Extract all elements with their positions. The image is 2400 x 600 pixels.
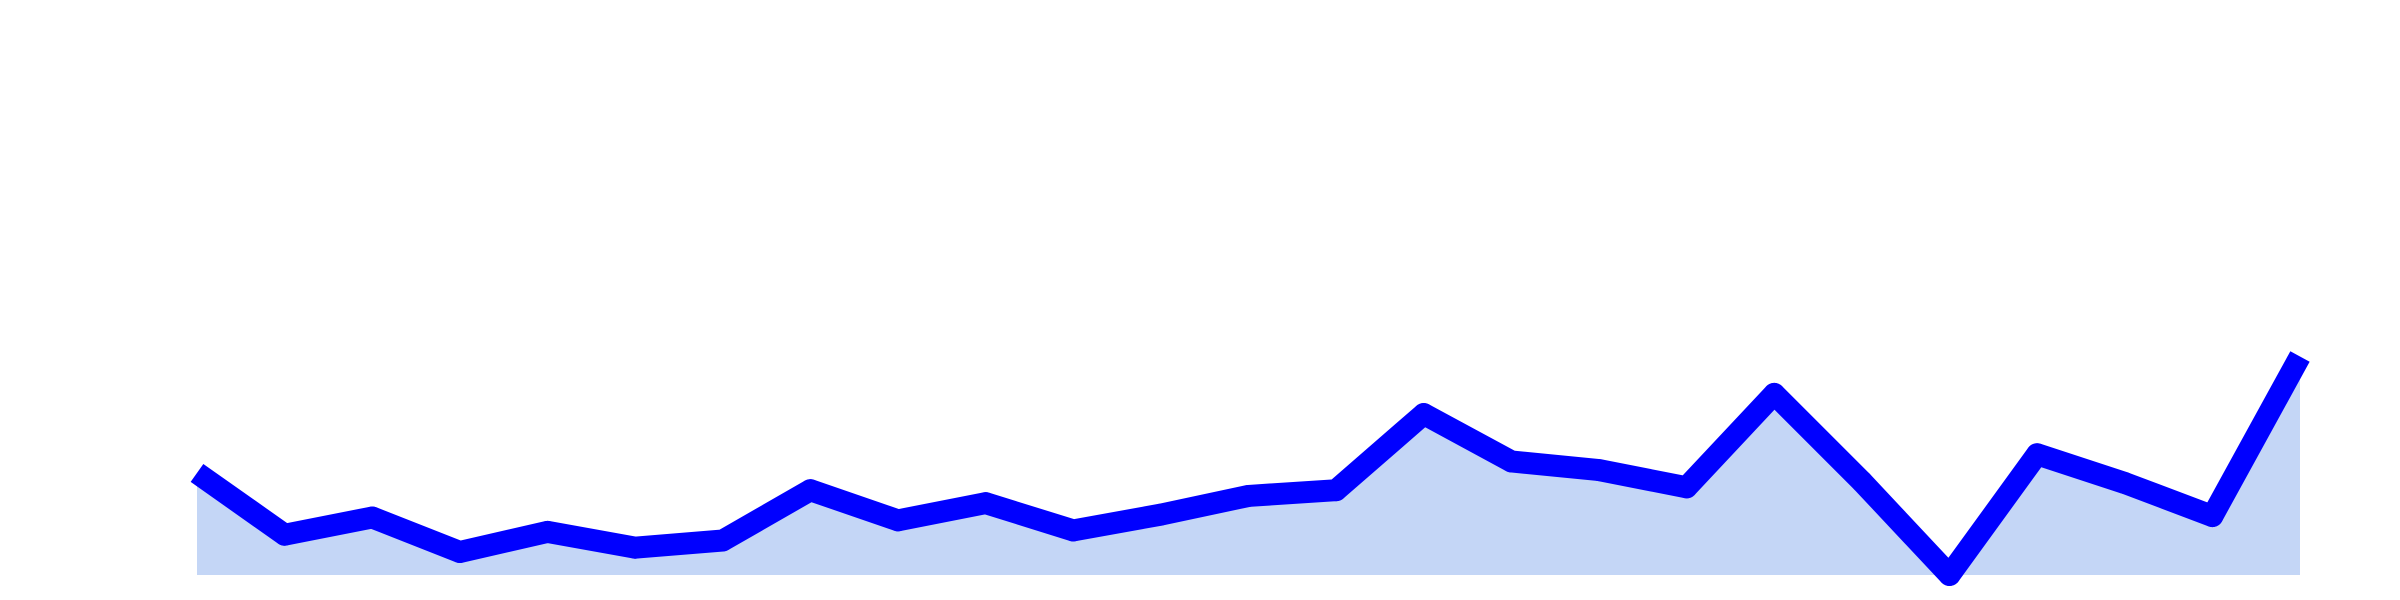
data-point <box>1412 403 1435 425</box>
data-point <box>974 492 997 515</box>
data-point <box>2289 346 2311 368</box>
data-point <box>1938 564 1961 586</box>
area-layer <box>197 356 2300 575</box>
data-point <box>1500 450 1523 473</box>
data-point <box>1062 519 1085 542</box>
data-point <box>1588 459 1610 482</box>
data-point <box>2201 505 2224 528</box>
data-point <box>1763 382 1786 405</box>
data-point <box>624 536 647 559</box>
data-point <box>1325 479 1348 502</box>
data-point <box>536 520 559 543</box>
data-point <box>2026 443 2049 466</box>
data-point <box>1850 470 1873 493</box>
data-point <box>448 541 471 563</box>
data-point <box>1675 476 1698 499</box>
data-point <box>361 506 384 529</box>
data-point <box>186 462 208 484</box>
data-point <box>1149 503 1172 526</box>
data-point <box>887 509 909 532</box>
data-point <box>799 479 822 502</box>
data-point <box>2113 472 2136 494</box>
line-layer <box>186 346 2311 586</box>
data-point <box>1237 484 1260 507</box>
data-point <box>273 523 296 546</box>
series-area-0 <box>197 356 2300 575</box>
data-point <box>711 529 734 552</box>
